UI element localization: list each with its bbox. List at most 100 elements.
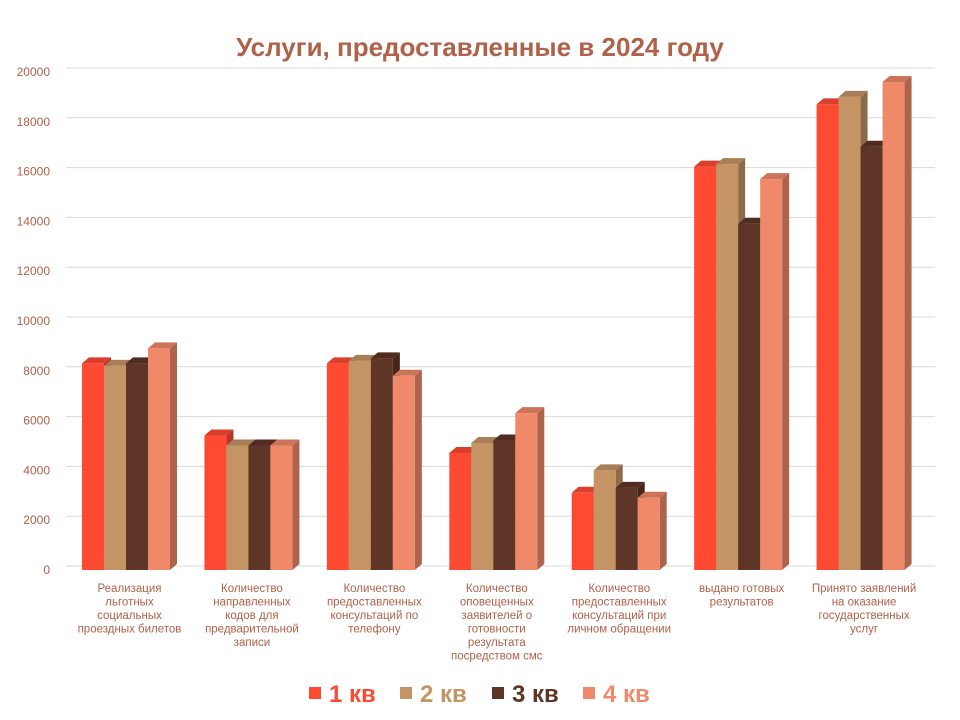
bar-top xyxy=(248,439,278,446)
category-label: Количество предоставленных консультаций пр… xyxy=(567,583,671,636)
bar-front xyxy=(838,96,861,571)
y-tick-label: 16000 xyxy=(17,165,51,179)
legend-swatch xyxy=(583,687,595,699)
bar-top xyxy=(882,75,912,82)
bar-top xyxy=(637,491,667,498)
y-axis-tick-labels: 0 2000 4000 6000 8000 10000 12000 14000 16000 180… xyxy=(17,65,51,577)
legend-label: 4 кв xyxy=(603,681,650,708)
bar xyxy=(148,342,177,570)
bar-side xyxy=(170,342,177,570)
bar xyxy=(270,439,300,570)
bar-front xyxy=(593,470,616,570)
legend-label: 1 кв xyxy=(329,681,376,708)
bar-top xyxy=(738,217,768,224)
category-label: Принято заявлений на оказание государствен… xyxy=(812,583,916,636)
bar-top xyxy=(860,140,890,147)
bar-front xyxy=(148,348,170,570)
bar-top xyxy=(326,357,356,364)
legend-label: 3 кв xyxy=(512,681,559,708)
bar-side xyxy=(414,369,422,570)
bar-side xyxy=(292,439,300,570)
bar-front xyxy=(882,81,905,571)
bar xyxy=(637,491,667,570)
y-tick-label: 14000 xyxy=(17,214,51,228)
bar-front xyxy=(515,413,538,570)
category-label: Количество оповещенных заявителей о готовно… xyxy=(451,583,543,663)
bar-top xyxy=(471,437,501,444)
chart-title: Услуги, предоставленные в 2024 году xyxy=(236,32,724,62)
bar xyxy=(392,369,422,570)
legend-item: 1 кв xyxy=(309,681,376,708)
bar-top xyxy=(449,446,479,453)
bar-top xyxy=(493,434,523,441)
bar-top xyxy=(204,429,234,436)
bars xyxy=(82,75,912,571)
bar-top xyxy=(270,439,300,446)
y-tick-label: 4000 xyxy=(23,463,50,477)
bar-front xyxy=(615,487,638,570)
bar-top xyxy=(148,342,177,349)
bar-top xyxy=(615,481,645,488)
bar-side xyxy=(782,173,790,570)
legend-item: 4 кв xyxy=(583,681,650,708)
bar-front xyxy=(471,443,494,570)
bar-front xyxy=(82,363,104,570)
bar-front xyxy=(270,445,293,570)
bar-front xyxy=(248,445,271,570)
bar-top xyxy=(392,369,422,376)
bar-front xyxy=(449,452,472,570)
bar-front xyxy=(493,440,516,570)
bar-top xyxy=(104,359,133,366)
bar-top xyxy=(348,354,378,361)
y-tick-label: 6000 xyxy=(23,414,50,428)
bar-front xyxy=(760,179,783,570)
bar-top xyxy=(515,407,545,414)
y-tick-label: 20000 xyxy=(17,65,51,79)
legend-swatch xyxy=(492,687,504,699)
legend-label: 2 кв xyxy=(420,681,467,708)
bar-side xyxy=(659,491,667,570)
category-labels: Реализация льготных социальных проездных би… xyxy=(78,583,917,663)
bar-front xyxy=(860,146,883,570)
bar-front xyxy=(370,358,393,570)
bar xyxy=(882,75,912,571)
bar-front xyxy=(204,435,227,570)
bar-top xyxy=(694,160,724,167)
bar-front xyxy=(226,445,249,570)
bar-front xyxy=(126,363,148,570)
bar-top xyxy=(370,352,400,359)
bar-front xyxy=(571,492,594,570)
legend-swatch xyxy=(400,687,412,699)
bar-front xyxy=(816,104,839,571)
bar-front xyxy=(104,365,126,570)
bar-top xyxy=(593,464,623,471)
bar-front xyxy=(694,166,717,570)
category-label: Количество предоставленных консультаций по… xyxy=(327,583,422,636)
bar xyxy=(760,173,790,570)
bar-side xyxy=(904,75,912,571)
legend-item: 2 кв xyxy=(400,681,467,708)
bar-front xyxy=(738,223,761,570)
bar-top xyxy=(760,173,790,180)
bar-side xyxy=(537,407,545,570)
legend-item: 3 кв xyxy=(492,681,559,708)
category-label: Реализация льготных социальных проездных би… xyxy=(78,583,182,636)
legend-swatch xyxy=(309,687,321,699)
bar-top xyxy=(838,90,868,97)
y-tick-label: 10000 xyxy=(17,314,51,328)
bar-front xyxy=(326,363,349,570)
bar-top xyxy=(571,486,601,493)
bar-top xyxy=(226,439,256,446)
bar xyxy=(515,407,545,570)
bar-front xyxy=(637,497,660,570)
y-tick-label: 0 xyxy=(43,563,50,577)
legend: 1 кв 2 кв 3 кв 4 кв xyxy=(309,681,650,708)
category-label: выдано готовых результатов xyxy=(699,583,784,609)
bar-front xyxy=(348,360,371,570)
y-tick-label: 12000 xyxy=(17,264,51,278)
bar-top xyxy=(716,158,746,165)
bar-front xyxy=(392,375,415,570)
bar-top xyxy=(816,98,846,105)
